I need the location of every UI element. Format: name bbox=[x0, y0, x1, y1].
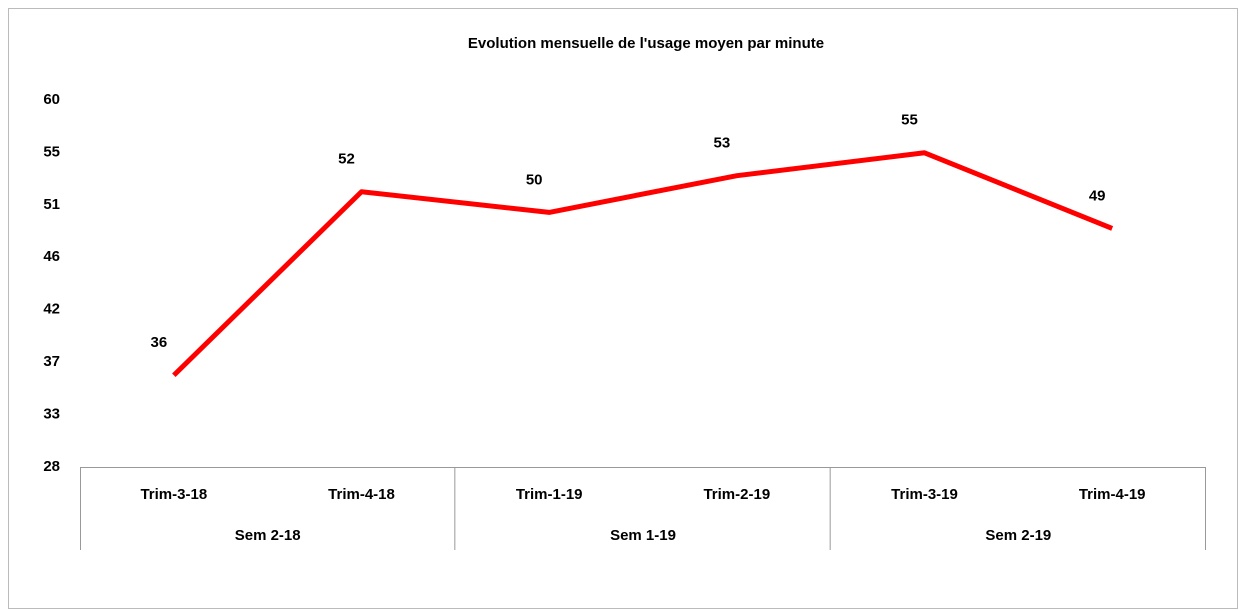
group-label: Sem 2-19 bbox=[985, 527, 1051, 544]
data-label: 52 bbox=[338, 151, 355, 168]
y-tick-label: 37 bbox=[43, 353, 60, 370]
y-tick-label: 55 bbox=[43, 143, 60, 160]
x-tick-label: Trim-4-19 bbox=[1079, 486, 1146, 503]
group-label: Sem 1-19 bbox=[610, 527, 676, 544]
y-tick-label: 28 bbox=[43, 458, 60, 475]
y-tick-label: 51 bbox=[43, 196, 60, 213]
line bbox=[172, 150, 1114, 378]
y-tick-label: 46 bbox=[43, 248, 60, 265]
x-tick-label: Trim-3-18 bbox=[140, 486, 207, 503]
y-tick-label: 33 bbox=[43, 406, 60, 423]
data-label: 53 bbox=[713, 135, 730, 152]
data-label: 49 bbox=[1089, 187, 1106, 204]
data-label: 55 bbox=[901, 112, 918, 129]
data-label: 36 bbox=[150, 334, 167, 351]
x-tick-label: Trim-4-18 bbox=[328, 486, 395, 503]
x-tick-label: Trim-1-19 bbox=[516, 486, 583, 503]
x-tick-label: Trim-3-19 bbox=[891, 486, 958, 503]
data-label: 50 bbox=[526, 171, 543, 188]
y-tick-label: 60 bbox=[43, 91, 60, 108]
group-label: Sem 2-18 bbox=[235, 527, 301, 544]
x-tick-label: Trim-2-19 bbox=[703, 486, 770, 503]
chart-title: Evolution mensuelle de l'usage moyen par… bbox=[468, 35, 824, 52]
chart-border bbox=[8, 8, 1238, 609]
y-tick-label: 42 bbox=[43, 301, 60, 318]
